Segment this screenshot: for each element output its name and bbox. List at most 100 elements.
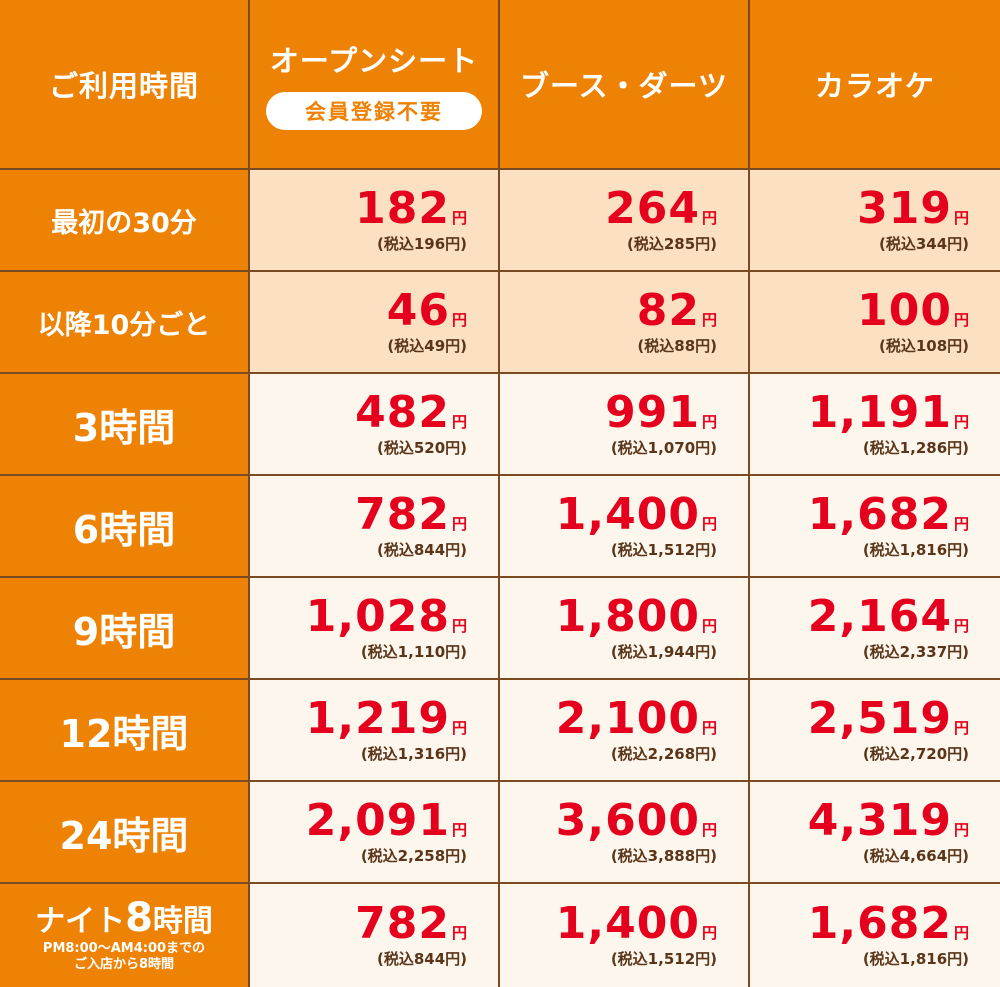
tax-included-price: (税込285円): [626, 234, 717, 253]
price-amount: 4,319: [807, 794, 952, 846]
price-amount: 2,091: [305, 794, 450, 846]
yen-unit: 円: [953, 208, 969, 227]
row-label-cell: 3時間: [0, 374, 250, 476]
price-amount: 2,519: [807, 692, 952, 744]
row-label-cell: 6時間: [0, 476, 250, 578]
price-amount: 1,219: [305, 692, 450, 744]
row-label-cell: 最初の30分: [0, 170, 250, 272]
price-cell: 46 円 (税込49円): [250, 272, 500, 374]
yen-unit: 円: [451, 412, 467, 431]
header-karaoke-title: カラオケ: [814, 69, 935, 103]
price-cell: 2,519 円 (税込2,720円): [750, 680, 1000, 782]
price-amount: 100: [857, 284, 952, 336]
row-label: 6時間: [72, 507, 176, 552]
tax-included-price: (税込344円): [878, 234, 969, 253]
price-amount: 182: [355, 182, 450, 234]
tax-included-price: (税込49円): [387, 336, 467, 355]
price-cell: 782 円 (税込844円): [250, 884, 500, 987]
price-amount: 1,682: [807, 488, 952, 540]
yen-unit: 円: [451, 616, 467, 635]
price-cell: 1,682 円 (税込1,816円): [750, 476, 1000, 578]
yen-unit: 円: [953, 514, 969, 533]
tax-included-price: (税込1,286円): [862, 438, 969, 457]
price-cell: 319 円 (税込344円): [750, 170, 1000, 272]
header-open-seat-title: オープンシート: [269, 44, 479, 78]
row-label: 24時間: [59, 813, 189, 858]
price-amount: 82: [636, 284, 700, 336]
row-label: 以降10分ごと: [37, 309, 211, 341]
price-amount: 2,100: [555, 692, 700, 744]
header-booth-darts-cell: ブース・ダーツ: [500, 0, 750, 170]
price-amount: 264: [605, 182, 700, 234]
tax-included-price: (税込1,816円): [862, 950, 969, 968]
price-amount: 46: [386, 284, 450, 336]
price-amount: 1,682: [807, 898, 952, 949]
yen-unit: 円: [451, 820, 467, 839]
price-cell: 1,219 円 (税込1,316円): [250, 680, 500, 782]
price-cell: 4,319 円 (税込4,664円): [750, 782, 1000, 884]
price-cell: 1,800 円 (税込1,944円): [500, 578, 750, 680]
tax-included-price: (税込108円): [878, 336, 969, 355]
night-note-line1: PM8:00～AM4:00までの: [42, 941, 206, 957]
price-cell: 2,164 円 (税込2,337円): [750, 578, 1000, 680]
tax-included-price: (税込2,258円): [360, 846, 467, 865]
tax-included-price: (税込3,888円): [610, 846, 717, 865]
price-cell: 100 円 (税込108円): [750, 272, 1000, 374]
yen-unit: 円: [451, 718, 467, 737]
tax-included-price: (税込4,664円): [862, 846, 969, 865]
yen-unit: 円: [701, 616, 717, 635]
night-label-prefix: ナイト: [35, 904, 126, 940]
yen-unit: 円: [701, 924, 717, 942]
tax-included-price: (税込1,816円): [862, 540, 969, 559]
price-cell: 2,091 円 (税込2,258円): [250, 782, 500, 884]
tax-included-price: (税込2,337円): [862, 642, 969, 661]
row-label: 3時間: [72, 405, 176, 450]
row-label-cell: 24時間: [0, 782, 250, 884]
tax-included-price: (税込520円): [376, 438, 467, 457]
price-amount: 319: [857, 182, 952, 234]
night-note: PM8:00～AM4:00までの ご入店から8時間: [43, 941, 205, 972]
price-amount: 3,600: [555, 794, 700, 846]
price-amount: 2,164: [807, 590, 952, 642]
price-cell: 1,028 円 (税込1,110円): [250, 578, 500, 680]
yen-unit: 円: [451, 924, 467, 942]
tax-included-price: (税込2,268円): [610, 744, 717, 763]
price-cell: 1,400 円 (税込1,512円): [500, 476, 750, 578]
yen-unit: 円: [701, 208, 717, 227]
price-cell: 991 円 (税込1,070円): [500, 374, 750, 476]
row-label: 最初の30分: [51, 207, 197, 239]
price-cell: 2,100 円 (税込2,268円): [500, 680, 750, 782]
header-booth-darts-title: ブース・ダーツ: [520, 69, 728, 103]
tax-included-price: (税込196円): [376, 234, 467, 253]
tax-included-price: (税込1,316円): [360, 744, 467, 763]
tax-included-price: (税込1,070円): [610, 438, 717, 457]
night-note-line2: ご入店から8時間: [73, 957, 175, 972]
price-amount: 782: [355, 488, 450, 540]
row-label-cell: 以降10分ごと: [0, 272, 250, 374]
yen-unit: 円: [451, 514, 467, 533]
row-label: 12時間: [59, 711, 189, 756]
price-amount: 482: [355, 386, 450, 438]
yen-unit: 円: [953, 412, 969, 431]
yen-unit: 円: [953, 310, 969, 329]
yen-unit: 円: [953, 616, 969, 635]
price-cell: 1,191 円 (税込1,286円): [750, 374, 1000, 476]
header-time-label-cell: ご利用時間: [0, 0, 250, 170]
price-amount: 1,028: [305, 590, 450, 642]
tax-included-price: (税込88円): [637, 336, 717, 355]
price-cell: 782 円 (税込844円): [250, 476, 500, 578]
tax-included-price: (税込1,110円): [360, 642, 467, 661]
no-membership-badge: 会員登録不要: [266, 92, 482, 130]
price-cell: 482 円 (税込520円): [250, 374, 500, 476]
tax-included-price: (税込1,944円): [610, 642, 717, 661]
row-label-cell: 9時間: [0, 578, 250, 680]
yen-unit: 円: [953, 924, 969, 942]
night-label: ナイト8時間: [35, 898, 213, 938]
header-karaoke-cell: カラオケ: [750, 0, 1000, 170]
tax-included-price: (税込844円): [376, 950, 467, 968]
tax-included-price: (税込2,720円): [862, 744, 969, 763]
yen-unit: 円: [701, 820, 717, 839]
night-label-suffix: 時間: [152, 904, 213, 940]
header-open-seat-cell: オープンシート 会員登録不要: [250, 0, 500, 170]
